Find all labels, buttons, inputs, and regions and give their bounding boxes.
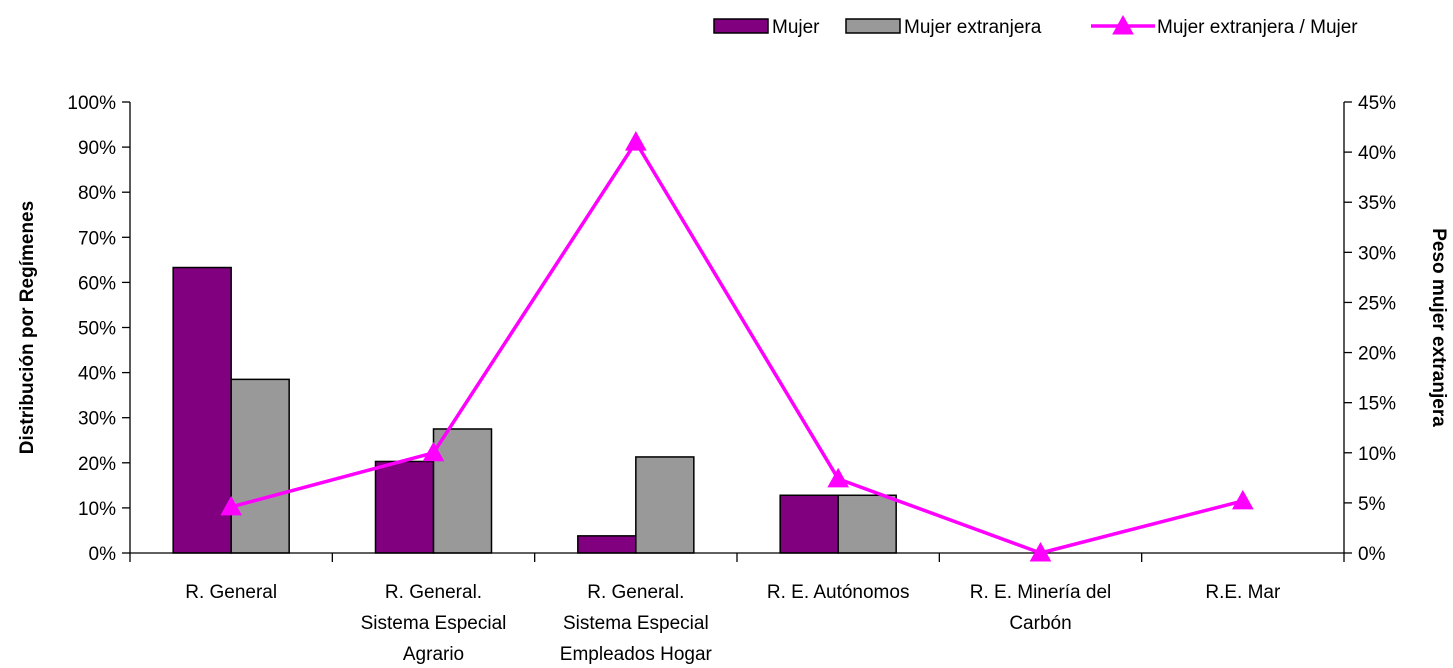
y-tick-label-left: 100% [67, 93, 116, 114]
y-tick-label-right: 15% [1358, 394, 1396, 415]
legend-swatch-triangle [1112, 14, 1134, 35]
bar-mujer-extranjera-3 [837, 494, 897, 554]
x-tick-label-line: R. E. Minería del [970, 582, 1112, 603]
y-axis-title-left: Distribución por Regímenes [17, 201, 38, 454]
x-tick-label-line: R.E. Mar [1205, 582, 1281, 603]
x-tick-label-line: R. E. Autónomos [767, 582, 910, 603]
legend-label-1: Mujer extranjera [904, 17, 1042, 38]
series-line-mujer-extranjera-mujer [230, 140, 1244, 555]
legend-swatch-0 [713, 18, 769, 34]
y-tick-label-right: 40% [1358, 143, 1396, 164]
y-tick-label-left: 10% [78, 499, 116, 520]
y-tick-label-left: 90% [78, 138, 116, 159]
labels-layer: 0% 10% 20% 30% 40% 50% 60% 70% 80% 90% 100% 0% 5% 10%… [17, 93, 1449, 665]
x-tick-label-line: R. General. [587, 582, 684, 603]
legend-label-line: Mujer extranjera / Mujer [1157, 17, 1358, 38]
y-tick-label-left: 50% [78, 319, 116, 340]
axes-layer [122, 101, 1352, 562]
bar-mujer-3 [779, 494, 839, 554]
y-tick-label-right: 20% [1358, 344, 1396, 365]
y-tick-label-left: 30% [78, 409, 116, 430]
y-tick-label-left: 70% [78, 228, 116, 249]
x-tick-label: R. E. Autónomos [767, 582, 910, 603]
x-tick-label: R. E. Minería del Carbón [970, 582, 1112, 634]
line-point-3 [827, 467, 850, 488]
x-tick-label-line: Sistema Especial [563, 613, 709, 634]
x-tick-label-line: R. General [185, 582, 277, 603]
x-tick-label-line: R. General. [385, 582, 482, 603]
y-tick-label-right: 35% [1358, 193, 1396, 214]
x-tick-label-line: Empleados Hogar [560, 644, 713, 665]
bar-mujer-extranjera-0 [230, 378, 290, 554]
legend-label-0: Mujer [772, 17, 820, 38]
bar-mujer-0 [172, 266, 232, 554]
bar-mujer-extranjera-1 [432, 428, 493, 554]
y-axis-title-right: Peso mujer extranjera [1428, 228, 1449, 427]
y-tick-label-right: 25% [1358, 293, 1396, 314]
y-tick-label-right: 0% [1358, 544, 1386, 565]
bar-mujer-extranjera-2 [635, 456, 695, 554]
legend: Mujer Mujer extranjera Mujer extranjera / … [713, 14, 1358, 38]
y-tick-label-left: 80% [78, 183, 116, 204]
x-tick-label: R. General. Sistema Especial Agrario [361, 582, 507, 665]
line-point-5 [1231, 489, 1254, 510]
legend-swatch-1 [845, 18, 901, 34]
y-tick-label-right: 45% [1358, 93, 1396, 114]
line-point-1 [422, 441, 445, 462]
bar-mujer-1 [374, 460, 435, 554]
y-tick-label-left: 60% [78, 273, 116, 294]
x-tick-label: R. General. Sistema Especial Empleados Hog… [560, 582, 713, 665]
x-tick-label-line: Agrario [403, 644, 464, 665]
y-tick-label-left: 0% [89, 544, 117, 565]
y-tick-label-right: 10% [1358, 444, 1396, 465]
x-tick-label: R. General [185, 582, 277, 603]
line-point-0 [220, 495, 243, 516]
y-tick-label-right: 30% [1358, 243, 1396, 264]
x-tick-label: R.E. Mar [1205, 582, 1281, 603]
x-tick-label-line: Sistema Especial [361, 613, 507, 634]
y-tick-label-left: 40% [78, 364, 116, 385]
line-layer [220, 131, 1254, 562]
line-point-4 [1029, 541, 1052, 562]
y-tick-label-left: 20% [78, 454, 116, 475]
line-point-2 [624, 131, 647, 151]
bar-mujer-2 [577, 535, 637, 554]
bars-layer [172, 266, 897, 554]
y-tick-label-right: 5% [1358, 494, 1386, 515]
x-tick-label-line: Carbón [1009, 613, 1071, 634]
